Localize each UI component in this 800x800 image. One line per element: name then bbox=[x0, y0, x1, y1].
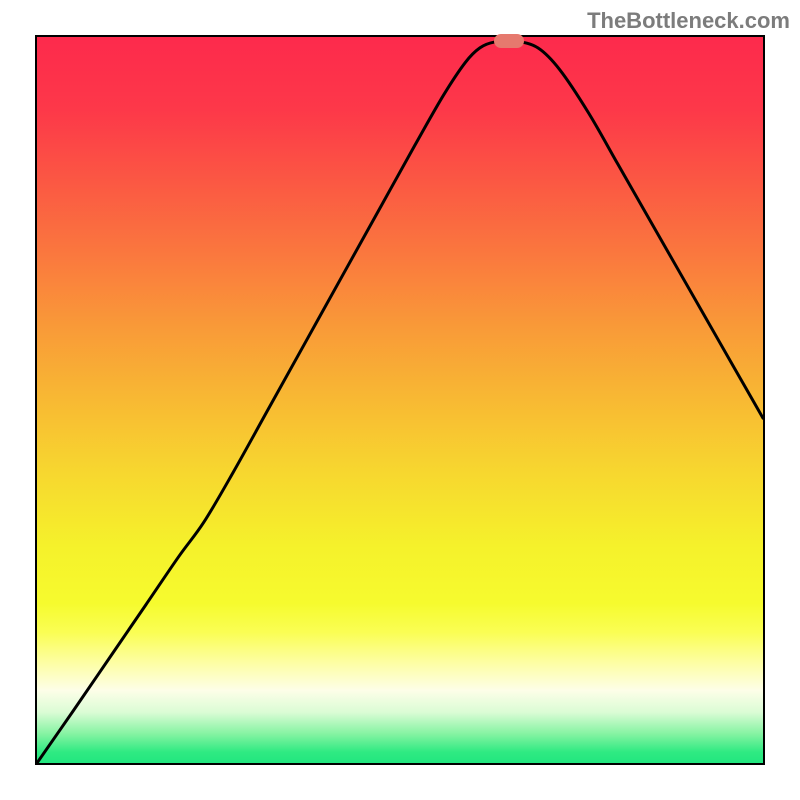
optimum-marker bbox=[494, 34, 524, 48]
watermark-text: TheBottleneck.com bbox=[587, 8, 790, 34]
bottleneck-curve bbox=[37, 41, 763, 763]
chart-container: TheBottleneck.com bbox=[0, 0, 800, 800]
plot-area bbox=[35, 35, 765, 765]
curve-layer bbox=[37, 37, 763, 763]
